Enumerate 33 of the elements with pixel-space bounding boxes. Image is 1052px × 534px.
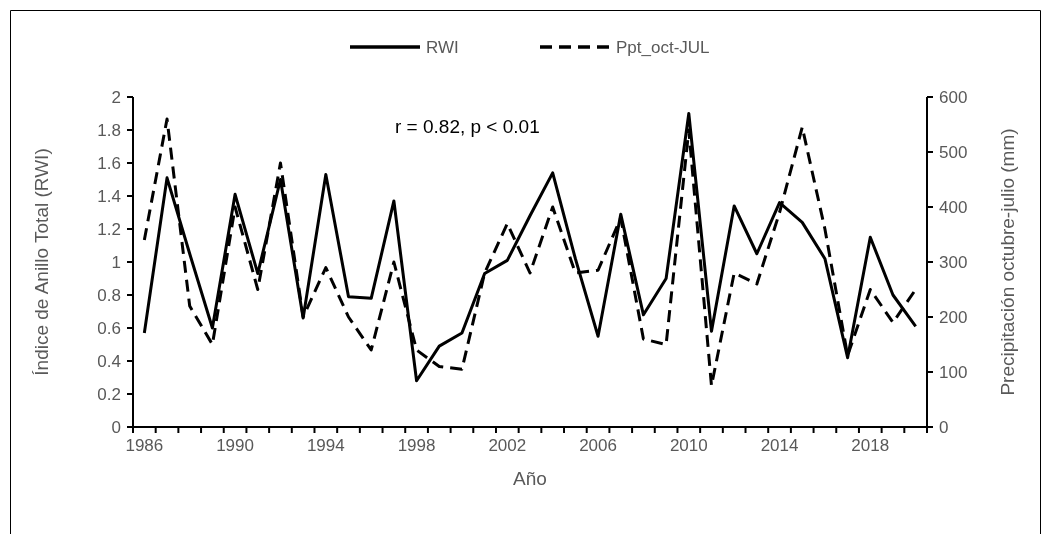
- x-tick-label: 1998: [397, 436, 436, 455]
- y-tick-label: 0.4: [97, 351, 121, 371]
- y2-tick-label: 500: [939, 142, 968, 162]
- y-tick-label: 1.6: [97, 153, 121, 173]
- x-tick-label: 1990: [216, 436, 254, 455]
- annotation: r = 0.82, p < 0.01: [395, 116, 540, 137]
- y-tick-label: 2: [111, 87, 121, 107]
- x-tick-label: 2006: [579, 436, 617, 455]
- y2-tick-label: 100: [939, 362, 968, 382]
- legend-label: Ppt_oct-JUL: [616, 37, 710, 57]
- x-tick-label: 1986: [125, 436, 164, 455]
- y-tick-label: 0.6: [97, 318, 121, 338]
- y2-tick-label: 400: [939, 197, 968, 217]
- legend-label: RWI: [426, 37, 459, 57]
- x-tick-label: 2010: [669, 436, 708, 455]
- y-tick-label: 1.2: [97, 219, 121, 239]
- x-tick-label: 2002: [488, 436, 527, 455]
- y2-tick-label: 200: [939, 307, 968, 327]
- y-tick-label: 1.4: [97, 186, 121, 206]
- y-tick-label: 1: [111, 252, 121, 272]
- x-tick-label: 2018: [851, 436, 890, 455]
- y2-tick-label: 600: [939, 87, 968, 107]
- x-tick-label: 1994: [306, 436, 345, 455]
- y-tick-label: 1.8: [97, 120, 121, 140]
- y-axis-title: Índice de Anillo Total (RWI): [31, 148, 52, 376]
- y-tick-label: 0: [111, 417, 121, 437]
- x-tick-label: 2014: [760, 436, 799, 455]
- x-axis-title: Año: [513, 468, 547, 489]
- y2-tick-label: 0: [939, 417, 949, 437]
- y-tick-label: 0.2: [97, 384, 121, 404]
- y2-tick-label: 300: [939, 252, 968, 272]
- y2-axis-title: Precipitación octubre-julio (mm): [997, 128, 1018, 396]
- y-tick-label: 0.8: [97, 285, 121, 305]
